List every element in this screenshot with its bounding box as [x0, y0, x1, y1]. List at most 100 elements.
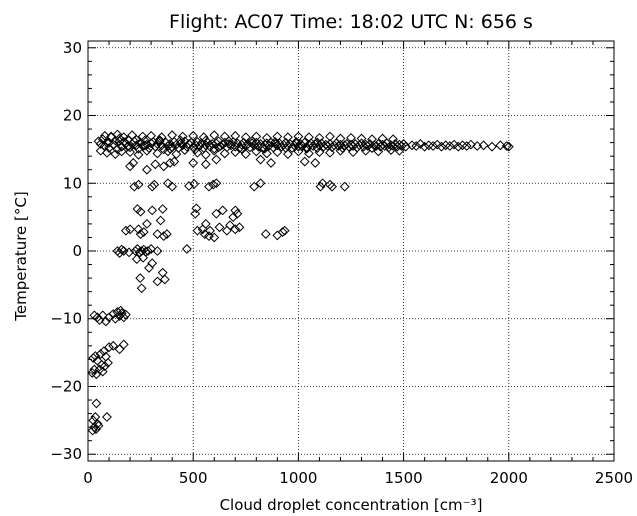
data-point [146, 130, 157, 141]
data-point [135, 206, 146, 217]
data-point [219, 148, 230, 159]
data-point [200, 135, 211, 146]
data-point [104, 312, 114, 323]
data-point [188, 130, 199, 141]
data-point [310, 158, 321, 168]
data-point [249, 181, 260, 192]
data-point [91, 398, 102, 409]
data-point [104, 342, 114, 353]
y-tick-label: 30 [63, 39, 82, 57]
data-point [152, 148, 163, 159]
y-tick-label: −20 [50, 377, 82, 395]
data-point [144, 263, 154, 273]
y-tick-label: 10 [63, 174, 82, 192]
data-point [165, 158, 175, 168]
data-point [230, 147, 241, 158]
data-point [440, 140, 451, 151]
data-point [181, 244, 192, 254]
data-point [163, 146, 173, 157]
data-point [375, 141, 386, 152]
data-point [240, 149, 251, 160]
data-point [188, 158, 199, 168]
data-point [225, 220, 235, 231]
data-point [88, 415, 99, 426]
data-point [270, 137, 281, 147]
data-point [230, 205, 241, 216]
data-point [428, 141, 438, 151]
data-point [204, 231, 214, 242]
data-point [90, 351, 101, 361]
data-point [190, 144, 201, 155]
data-point [184, 181, 194, 191]
data-point [232, 208, 243, 219]
data-point [146, 244, 157, 254]
data-point [213, 142, 224, 153]
data-point [88, 353, 99, 363]
data-point [315, 181, 326, 192]
data-markers [87, 129, 514, 436]
data-point [457, 140, 468, 151]
data-point [118, 312, 129, 323]
data-point [495, 140, 506, 151]
data-point [114, 133, 125, 144]
data-point [346, 139, 356, 150]
data-point [192, 147, 203, 158]
data-point [116, 244, 127, 255]
data-point [190, 208, 201, 219]
data-point [394, 139, 405, 150]
data-point [115, 305, 126, 316]
data-point [95, 145, 106, 156]
data-point [367, 143, 377, 153]
data-point [291, 138, 302, 149]
data-point [149, 179, 160, 190]
data-point [192, 225, 203, 236]
data-point [503, 141, 514, 152]
y-tick-label: 20 [63, 107, 82, 125]
grid-lines [88, 41, 614, 461]
data-point [142, 164, 152, 175]
data-point [224, 136, 234, 147]
data-point [108, 309, 119, 319]
data-point [301, 143, 312, 154]
axis-ticks [87, 41, 615, 461]
data-point [386, 140, 396, 151]
data-point [214, 222, 225, 233]
data-point [158, 161, 169, 172]
data-point [114, 248, 125, 258]
data-point [291, 137, 302, 147]
data-point [184, 139, 194, 149]
data-point [317, 178, 328, 189]
data-point [444, 141, 455, 151]
data-point [436, 141, 447, 152]
data-point [99, 130, 110, 141]
data-point [157, 204, 168, 214]
data-point [102, 412, 112, 422]
x-tick-label: 2500 [595, 469, 633, 487]
data-point [135, 137, 146, 148]
data-point [415, 139, 426, 149]
data-point [215, 141, 226, 151]
data-point [125, 161, 135, 172]
data-point [104, 137, 114, 148]
data-point [407, 140, 417, 151]
data-point [125, 224, 135, 235]
data-point [325, 131, 335, 142]
data-point [167, 130, 178, 141]
data-point [158, 231, 169, 242]
data-point [157, 267, 168, 278]
data-point [432, 139, 443, 150]
data-point [152, 229, 163, 239]
data-point [219, 131, 230, 142]
data-point [104, 143, 114, 153]
data-point [266, 158, 276, 168]
data-point [100, 316, 111, 327]
data-point [272, 147, 283, 158]
data-point [139, 135, 150, 146]
data-point [299, 156, 310, 167]
data-point [179, 145, 190, 155]
data-point [277, 227, 288, 237]
data-point [90, 412, 101, 422]
data-point [251, 131, 262, 142]
data-point [217, 205, 228, 216]
